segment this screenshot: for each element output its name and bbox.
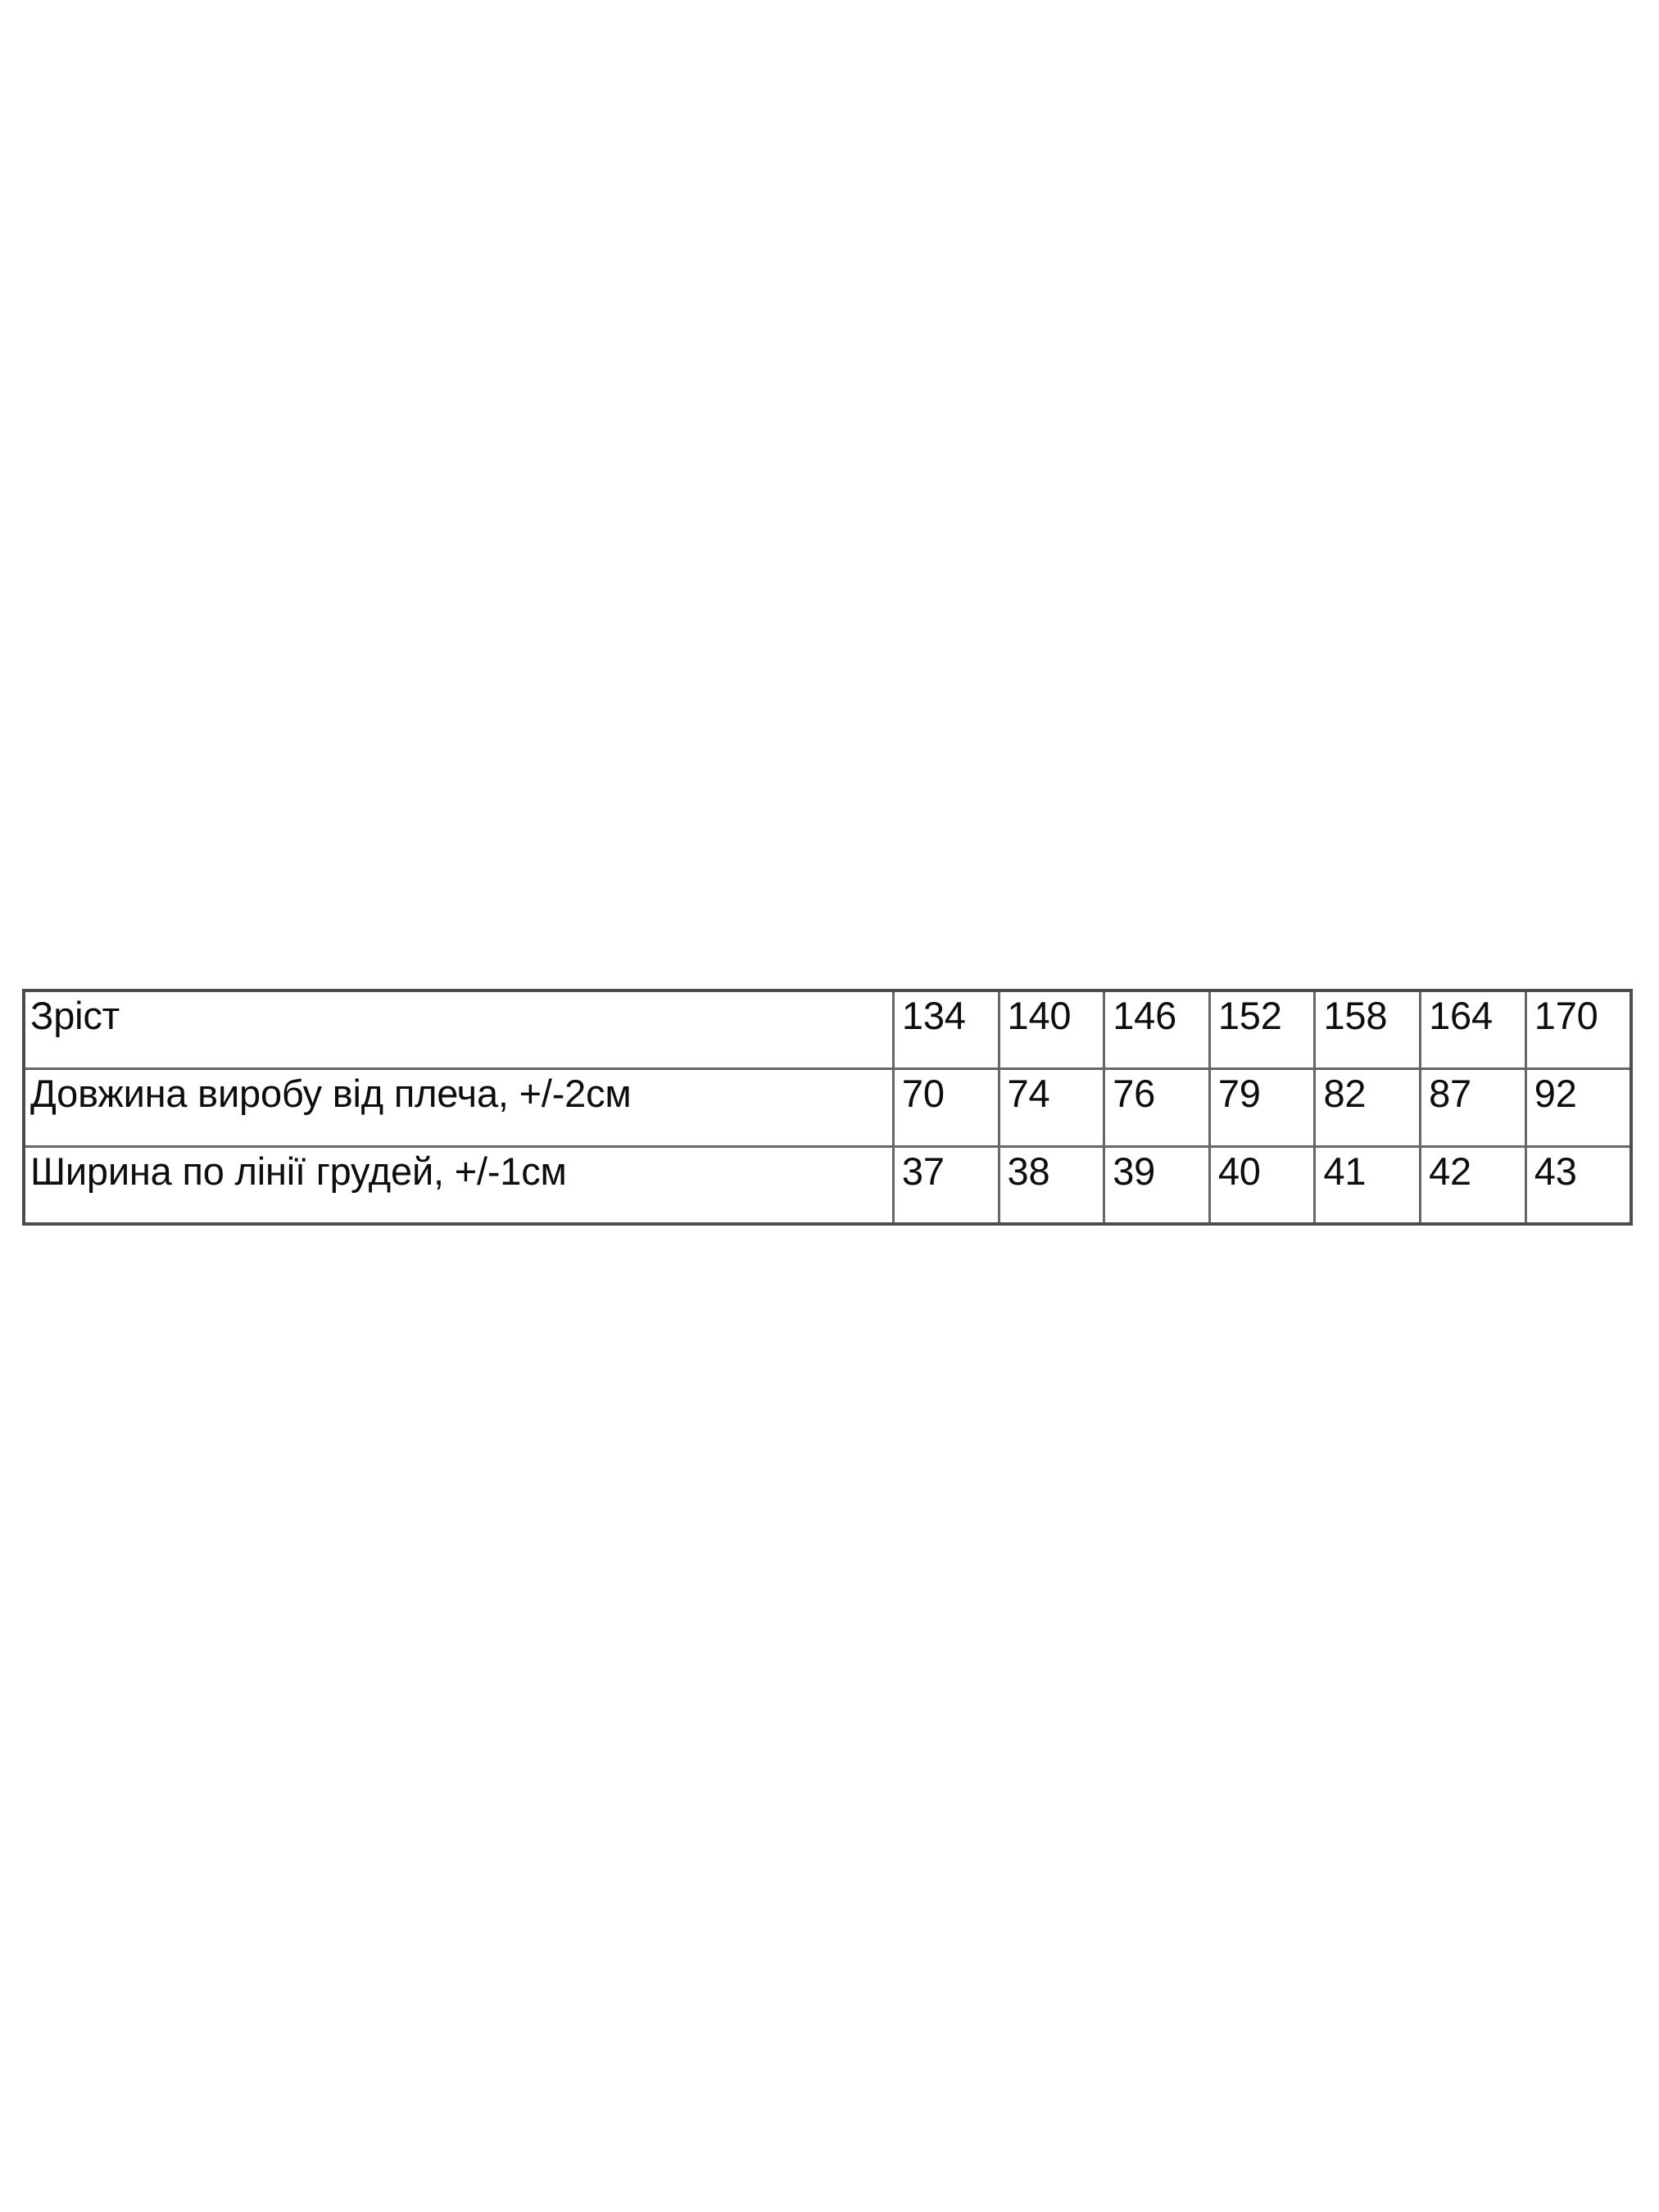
- cell-value: 74: [1007, 1071, 1050, 1115]
- cell-value: 70: [901, 1071, 945, 1115]
- cell-length-170: 92: [1524, 1067, 1633, 1148]
- cell-value: 43: [1534, 1149, 1577, 1193]
- table-row: Довжина виробу від плеча, +/-2см 70 74 7…: [22, 1067, 1633, 1148]
- cell-value: 164: [1429, 994, 1493, 1037]
- cell-value: 87: [1429, 1071, 1471, 1115]
- cell-value: 140: [1007, 994, 1072, 1037]
- row-label-chest-width: Ширина по лінії грудей, +/-1см: [30, 1149, 567, 1193]
- size-chart-table: Зріст 134 140 146 152 158: [22, 989, 1633, 1226]
- row-label-height: Зріст: [30, 994, 120, 1037]
- cell-chest-134: 37: [891, 1145, 1000, 1226]
- size-chart-container: Зріст 134 140 146 152 158: [22, 989, 1633, 1226]
- cell-value: 158: [1323, 994, 1388, 1037]
- cell-chest-152: 40: [1208, 1145, 1317, 1226]
- cell-value: 146: [1113, 994, 1177, 1037]
- cell-height-164: 164: [1419, 989, 1527, 1070]
- cell-value: 39: [1113, 1149, 1156, 1193]
- size-chart-body: Зріст 134 140 146 152 158: [22, 989, 1633, 1226]
- row-label-cell-length: Довжина виробу від плеча, +/-2см: [22, 1067, 895, 1148]
- table-row: Ширина по лінії грудей, +/-1см 37 38 39 …: [22, 1145, 1633, 1226]
- cell-value: 37: [901, 1149, 945, 1193]
- cell-chest-140: 38: [997, 1145, 1106, 1226]
- cell-length-134: 70: [891, 1067, 1000, 1148]
- cell-value: 134: [901, 994, 966, 1037]
- cell-value: 170: [1534, 994, 1598, 1037]
- cell-chest-170: 43: [1524, 1145, 1633, 1226]
- cell-length-140: 74: [997, 1067, 1106, 1148]
- cell-length-158: 82: [1313, 1067, 1422, 1148]
- row-label-cell-chest-width: Ширина по лінії грудей, +/-1см: [22, 1145, 895, 1226]
- cell-height-134: 134: [891, 989, 1000, 1070]
- cell-chest-158: 41: [1313, 1145, 1422, 1226]
- cell-height-158: 158: [1313, 989, 1422, 1070]
- cell-height-146: 146: [1103, 989, 1211, 1070]
- cell-value: 38: [1007, 1149, 1050, 1193]
- cell-value: 152: [1217, 994, 1282, 1037]
- table-row: Зріст 134 140 146 152 158: [22, 989, 1633, 1070]
- row-label-cell-height: Зріст: [22, 989, 895, 1070]
- cell-length-152: 79: [1208, 1067, 1317, 1148]
- cell-height-140: 140: [997, 989, 1106, 1070]
- cell-height-152: 152: [1208, 989, 1317, 1070]
- cell-length-146: 76: [1103, 1067, 1211, 1148]
- row-label-length: Довжина виробу від плеча, +/-2см: [30, 1071, 632, 1115]
- cell-value: 41: [1323, 1149, 1367, 1193]
- cell-value: 76: [1113, 1071, 1156, 1115]
- cell-value: 79: [1217, 1071, 1261, 1115]
- cell-chest-146: 39: [1103, 1145, 1211, 1226]
- cell-value: 40: [1217, 1149, 1261, 1193]
- cell-chest-164: 42: [1419, 1145, 1527, 1226]
- cell-height-170: 170: [1524, 989, 1633, 1070]
- cell-value: 92: [1534, 1071, 1577, 1115]
- cell-value: 42: [1429, 1149, 1471, 1193]
- cell-value: 82: [1323, 1071, 1367, 1115]
- cell-length-164: 87: [1419, 1067, 1527, 1148]
